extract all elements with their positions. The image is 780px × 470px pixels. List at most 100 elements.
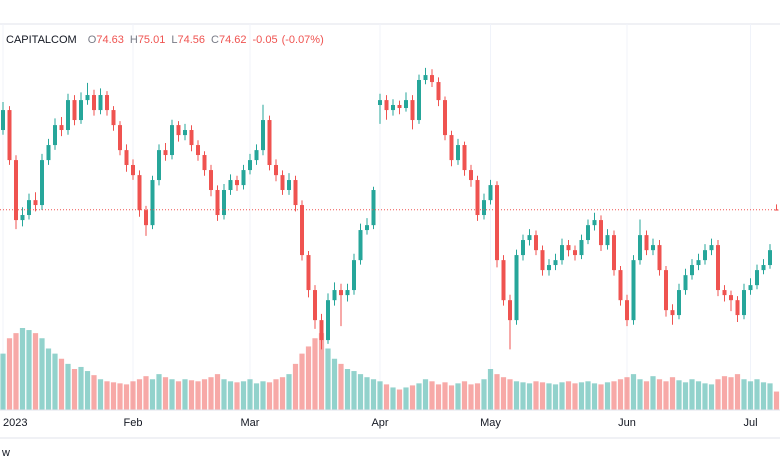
volume-bar	[403, 387, 409, 410]
candle-body	[98, 95, 103, 111]
candle-body	[631, 260, 636, 321]
volume-bar	[208, 377, 214, 410]
candle-body	[527, 235, 532, 241]
candle-body	[410, 100, 415, 121]
volume-bar	[448, 385, 455, 410]
candle-body	[53, 125, 57, 146]
candle-body	[748, 285, 753, 291]
volume-bar	[565, 381, 572, 410]
change: -0.05	[252, 34, 277, 46]
candle-body	[345, 290, 350, 296]
candle-body	[716, 245, 720, 291]
candle-body	[14, 160, 18, 221]
volume-bar	[136, 379, 143, 410]
candle-body	[7, 110, 12, 161]
candle-body	[267, 120, 272, 166]
candle-body	[163, 150, 168, 156]
candle-body	[488, 185, 493, 201]
candle-body	[384, 100, 389, 111]
candle-body	[319, 320, 324, 341]
volume-bar	[162, 377, 169, 410]
candle-body	[521, 240, 525, 256]
volume-bar	[247, 379, 253, 410]
candle-body	[293, 180, 298, 206]
candle-body	[456, 145, 460, 161]
grid	[2, 24, 751, 410]
volume-bar	[104, 381, 110, 410]
volume-bar	[539, 382, 546, 410]
candle-body	[332, 290, 337, 301]
candle-body	[612, 235, 616, 271]
candle-body	[20, 215, 25, 221]
volume-bar	[214, 374, 221, 410]
candle-body	[280, 175, 285, 191]
volume-panel	[0, 328, 780, 410]
volume-bar	[435, 384, 442, 410]
volume-bar	[175, 381, 182, 410]
volume-bar	[728, 377, 734, 410]
volume-bar	[500, 377, 507, 410]
candle-body	[352, 260, 356, 291]
candle-body	[540, 250, 545, 271]
volume-bar	[240, 381, 247, 410]
volume-bar	[715, 379, 721, 410]
volume-bar	[143, 376, 149, 410]
volume-bar	[273, 379, 279, 410]
candle-body	[144, 210, 148, 226]
candle-body	[683, 275, 688, 291]
volume-bar	[474, 383, 481, 410]
volume-bar	[91, 375, 97, 410]
volume-bar	[390, 387, 396, 410]
volume-bar	[344, 369, 351, 410]
volume-bar	[292, 363, 299, 410]
candle-body	[202, 155, 207, 171]
volume-bar	[442, 382, 448, 410]
candle-body	[59, 125, 64, 131]
candle-body	[378, 100, 382, 106]
x-tick-label: Jun	[618, 417, 636, 429]
volume-bar	[572, 383, 578, 410]
candle-body	[248, 160, 252, 171]
volume-bar	[702, 383, 708, 410]
volume-bar	[747, 381, 754, 410]
volume-bar	[663, 381, 669, 410]
candle-body	[196, 145, 200, 156]
volume-bar	[598, 384, 604, 410]
volume-bar	[513, 381, 520, 410]
legend-key: H	[130, 34, 138, 46]
volume-bar	[58, 358, 65, 410]
candle-body	[176, 125, 181, 136]
volume-bar	[227, 381, 234, 410]
candle-body	[111, 110, 116, 126]
volume-bar	[578, 382, 585, 410]
change-pct: (-0.07%)	[282, 34, 324, 46]
volume-bar	[676, 380, 682, 410]
candle-body	[313, 290, 317, 321]
candle-body	[371, 190, 376, 226]
volume-bar	[494, 374, 500, 410]
candle-body	[306, 255, 311, 291]
candle-body	[508, 300, 512, 321]
legend-value: 74.62	[219, 34, 247, 46]
x-tick-label: 2023	[3, 417, 27, 429]
candle-body	[209, 170, 213, 191]
legend: CAPITALCOM O74.63 H75.01 L74.56 C74.62 -0.05…	[6, 34, 324, 46]
candle-body	[430, 75, 434, 83]
candle-body	[254, 150, 259, 161]
candle-body	[72, 100, 77, 121]
legend-value: 74.56	[177, 34, 205, 46]
candle-body	[690, 265, 694, 276]
time-axis: 2023 Feb Mar Apr May Jun Jul	[3, 417, 758, 429]
volume-bar	[721, 376, 728, 410]
volume-bar	[71, 369, 78, 410]
candle-body	[339, 290, 343, 296]
volume-bar	[156, 374, 162, 410]
volume-bar	[604, 382, 611, 410]
candle-body	[573, 250, 577, 256]
candle-body	[423, 75, 428, 80]
candle-body	[599, 220, 603, 246]
candle-body	[300, 205, 304, 256]
candle-body	[605, 235, 610, 246]
volume-bar	[84, 371, 91, 410]
